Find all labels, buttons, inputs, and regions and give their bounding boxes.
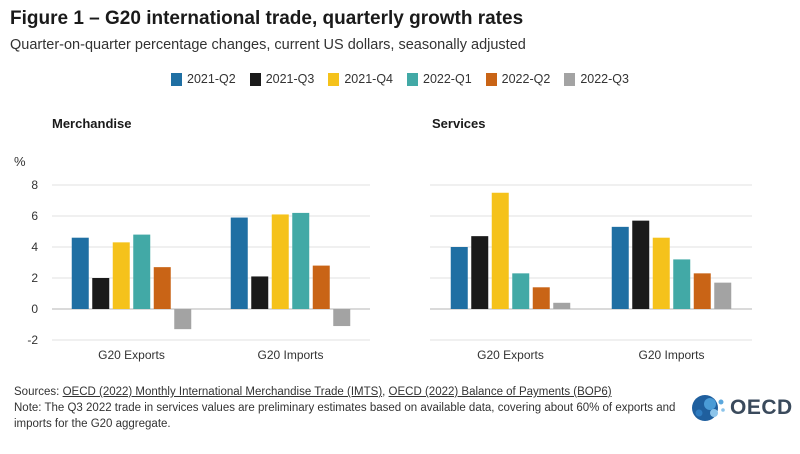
legend-swatch: [407, 72, 418, 86]
y-tick-label: 0: [31, 302, 38, 316]
bar: [652, 237, 670, 309]
x-category-label: G20 Exports: [477, 348, 544, 362]
bar: [333, 309, 351, 327]
chart-subtitle: Quarter-on-quarter percentage changes, c…: [10, 37, 526, 53]
legend-swatch: [564, 72, 576, 86]
bar: [491, 192, 509, 309]
legend-item: 2021-Q3: [249, 72, 315, 86]
y-tick-label: -2: [27, 333, 38, 347]
bar: [251, 276, 269, 309]
y-tick-label: 4: [31, 240, 38, 254]
legend-label: 2021-Q2: [187, 72, 236, 86]
bar: [693, 273, 711, 309]
bar: [471, 236, 489, 309]
legend-item: 2021-Q4: [328, 72, 393, 86]
bar: [133, 234, 151, 309]
sources-separator: ,: [382, 386, 389, 398]
bar: [312, 265, 330, 309]
x-category-label: G20 Imports: [638, 348, 704, 362]
bar: [71, 237, 89, 309]
sources-prefix: Sources:: [14, 386, 63, 398]
bar: [632, 220, 650, 309]
bar: [292, 212, 310, 309]
bar: [450, 247, 468, 309]
y-tick-label: 8: [31, 178, 38, 192]
chart-title: Figure 1 – G20 international trade, quar…: [10, 8, 524, 29]
legend-swatch: [485, 72, 497, 86]
legend-item: 2021-Q2: [171, 72, 236, 86]
legend-swatch: [249, 72, 261, 86]
bar: [153, 267, 171, 309]
bar: [230, 217, 248, 309]
bar: [174, 309, 192, 330]
panel-title: Services: [432, 116, 486, 131]
legend-label: 2021-Q3: [265, 72, 315, 86]
legend-swatch: [328, 72, 340, 86]
x-category-label: G20 Imports: [257, 348, 323, 362]
legend-label: 2022-Q1: [423, 72, 472, 86]
y-tick-label: 6: [31, 209, 38, 223]
logo-wordmark: OECD: [730, 396, 793, 419]
bar: [673, 259, 691, 309]
legend-label: 2021-Q4: [344, 72, 393, 86]
oecd-logo: OECD: [690, 393, 793, 423]
bar: [92, 278, 110, 309]
legend-swatch: [171, 72, 183, 86]
bar: [532, 287, 550, 309]
source-link-imts[interactable]: OECD (2022) Monthly International Mercha…: [62, 386, 383, 398]
bar: [512, 273, 530, 309]
y-axis-unit: %: [14, 154, 26, 169]
source-link-bop6[interactable]: OECD (2022) Balance of Payments (BOP6): [388, 386, 612, 398]
legend-item: 2022-Q2: [485, 72, 551, 86]
footer: Sources: OECD (2022) Monthly Internation…: [14, 384, 694, 432]
note-text: Note: The Q3 2022 trade in services valu…: [14, 402, 676, 430]
legend: 2021-Q2 2021-Q3 2021-Q4 2022-Q1 2022-Q2 2022-…: [0, 72, 800, 86]
sources-line: Sources: OECD (2022) Monthly Internation…: [14, 384, 694, 400]
bar: [553, 302, 571, 309]
bar: [112, 242, 130, 309]
charts-area: Merchandise% -2 0 2 4 6 8 G20 Exports G20 Import…: [14, 116, 752, 362]
globe-icon: [692, 395, 725, 421]
legend-item: 2022-Q3: [564, 72, 629, 86]
bar: [611, 226, 629, 309]
x-category-label: G20 Exports: [98, 348, 165, 362]
legend-label: 2022-Q3: [580, 72, 629, 86]
y-tick-label: 2: [31, 271, 38, 285]
legend-item: 2022-Q1: [407, 72, 472, 86]
bar: [271, 214, 289, 309]
bar: [714, 282, 732, 309]
legend-label: 2022-Q2: [501, 72, 551, 86]
panel-title: Merchandise: [52, 116, 131, 131]
